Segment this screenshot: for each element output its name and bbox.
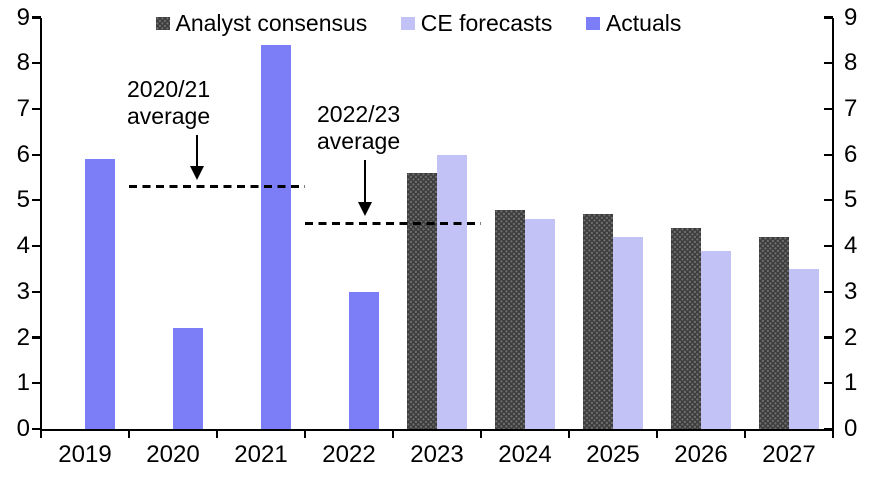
average-dashed-line-1 [129, 185, 305, 188]
bar-ce-forecasts-2024 [525, 218, 555, 429]
legend-entry-analyst-consensus: Analyst consensus [156, 10, 367, 37]
y-axis-right [831, 17, 835, 432]
legend-label: Analyst consensus [175, 10, 368, 36]
y-axis-label-left: 1 [16, 369, 30, 397]
y-tick-right [824, 427, 833, 431]
y-tick-right [824, 107, 833, 111]
y-tick-left [32, 336, 41, 339]
y-axis-label-right: 9 [844, 3, 858, 31]
y-tick-right [824, 382, 833, 385]
chart-legend: Analyst consensus CE forecasts Actuals [156, 9, 681, 38]
annotation-label-2: 2022/23 average [317, 101, 401, 154]
x-tick [480, 429, 483, 438]
annotation-arrow-shaft-2 [363, 160, 367, 205]
x-tick [832, 429, 835, 438]
y-axis-label-left: 3 [16, 277, 30, 305]
y-tick-left [32, 245, 41, 248]
y-tick-right [824, 153, 833, 156]
y-axis-label-right: 8 [844, 49, 858, 77]
bar-analyst-consensus-2023 [407, 172, 437, 429]
x-axis-label: 2022 [322, 441, 376, 468]
bar-analyst-consensus-2027 [759, 236, 789, 429]
y-axis-label-left: 4 [16, 232, 30, 260]
legend-label: Actuals [605, 10, 682, 36]
bar-ce-forecasts-2027 [789, 268, 819, 429]
y-axis-label-left: 0 [16, 415, 30, 442]
x-axis-label: 2026 [674, 441, 728, 468]
x-axis-label: 2023 [410, 441, 464, 468]
legend-label: CE forecasts [420, 10, 553, 36]
x-axis-label: 2020 [146, 441, 200, 468]
legend-entry-actuals: Actuals [586, 10, 681, 37]
x-axis-label: 2024 [498, 441, 552, 468]
x-axis-label: 2019 [58, 441, 112, 468]
y-axis-label-left: 5 [16, 186, 30, 214]
annotation-arrow-shaft-1 [195, 135, 199, 168]
x-tick [392, 429, 395, 438]
bar-analyst-consensus-2026 [671, 227, 701, 429]
y-axis-label-right: 1 [844, 369, 858, 397]
average-dashed-line-2 [305, 221, 481, 225]
y-tick-right [824, 16, 833, 19]
x-axis-label: 2027 [762, 441, 816, 468]
y-axis-label-right: 3 [844, 277, 858, 305]
x-axis-label: 2021 [234, 441, 288, 468]
annotation-arrow-head-2 [358, 202, 372, 217]
bar-ce-forecasts-2023 [437, 154, 467, 429]
y-axis-label-left: 7 [16, 94, 30, 122]
y-tick-left [32, 107, 41, 111]
y-tick-right [824, 290, 833, 293]
y-axis-label-right: 4 [844, 232, 858, 260]
y-axis-label-left: 2 [16, 323, 30, 351]
bar-ce-forecasts-2026 [701, 250, 731, 429]
y-tick-left [32, 153, 41, 156]
y-tick-left [32, 290, 41, 293]
bar-actuals-2021 [261, 44, 291, 429]
bar-actuals-2022 [349, 291, 379, 429]
legend-marker-icon [401, 16, 415, 31]
x-tick [744, 429, 747, 438]
y-tick-right [824, 336, 833, 339]
x-tick [656, 429, 659, 438]
y-axis-left [39, 17, 43, 432]
bar-actuals-2020 [173, 328, 203, 429]
y-tick-left [32, 427, 41, 431]
y-tick-left [32, 199, 41, 202]
y-tick-right [824, 62, 833, 65]
legend-marker-icon [586, 16, 600, 31]
y-axis-label-left: 8 [16, 49, 30, 77]
y-axis-label-left: 9 [16, 3, 30, 31]
y-axis-label-left: 6 [16, 140, 30, 168]
bar-ce-forecasts-2025 [613, 236, 643, 429]
bar-actuals-2019 [85, 159, 115, 429]
x-tick [216, 429, 219, 438]
y-tick-left [32, 382, 41, 385]
y-axis-label-right: 7 [844, 94, 858, 122]
x-tick [128, 429, 131, 438]
y-axis-label-right: 0 [844, 415, 858, 442]
x-tick [568, 429, 571, 438]
y-tick-left [32, 16, 41, 19]
y-tick-left [32, 62, 41, 65]
annotation-label-1: 2020/21 average [127, 76, 211, 129]
bar-analyst-consensus-2025 [583, 214, 613, 429]
y-axis-label-right: 6 [844, 140, 858, 168]
legend-entry-ce-forecasts: CE forecasts [401, 10, 552, 37]
annotation-arrow-head-1 [190, 165, 204, 180]
y-axis-label-right: 2 [844, 323, 858, 351]
y-tick-right [824, 199, 833, 202]
x-tick [304, 429, 307, 438]
y-axis-label-right: 5 [844, 186, 858, 214]
y-tick-right [824, 245, 833, 248]
bar-analyst-consensus-2024 [495, 209, 525, 429]
legend-marker-icon [156, 16, 170, 31]
x-tick [40, 429, 43, 438]
x-axis [39, 428, 835, 432]
x-axis-label: 2025 [586, 441, 640, 468]
